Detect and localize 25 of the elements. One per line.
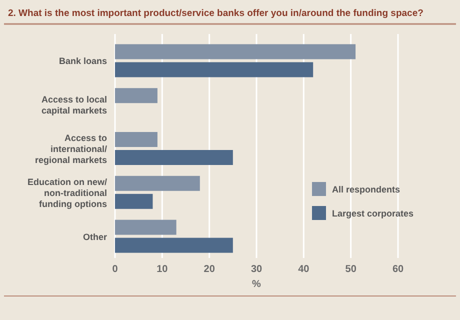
y-tick-label: Education on new/ non-traditional funding options [27,177,108,210]
bar [115,176,200,191]
x-axis-title: % [252,279,262,290]
bar [115,88,158,104]
y-tick-label: Bank loans [58,56,107,67]
x-tick-label: 0 [112,264,118,275]
x-tick-label: 30 [250,264,262,275]
x-tick-label: 40 [298,264,310,275]
bar [115,194,153,209]
x-tick-label: 60 [392,264,404,275]
bar [115,220,176,235]
y-tick-label: Other [82,232,108,242]
bar [115,44,356,60]
x-tick-label: 50 [345,264,357,275]
bar [115,62,314,78]
legend-label: All respondents [332,184,400,194]
x-tick-label: 20 [204,264,216,275]
y-tick-label: Access to local capital markets [41,94,107,116]
bar [115,150,233,165]
legend-label: Largest corporates [332,208,414,218]
chart-title: 2. What is the most important product/service banks offer you in/around the funding space? [8,8,424,19]
bar [115,238,233,253]
x-tick-label: 10 [156,264,168,275]
y-tick-label: Access to international/ regional markets [34,133,108,166]
bar [115,132,158,147]
